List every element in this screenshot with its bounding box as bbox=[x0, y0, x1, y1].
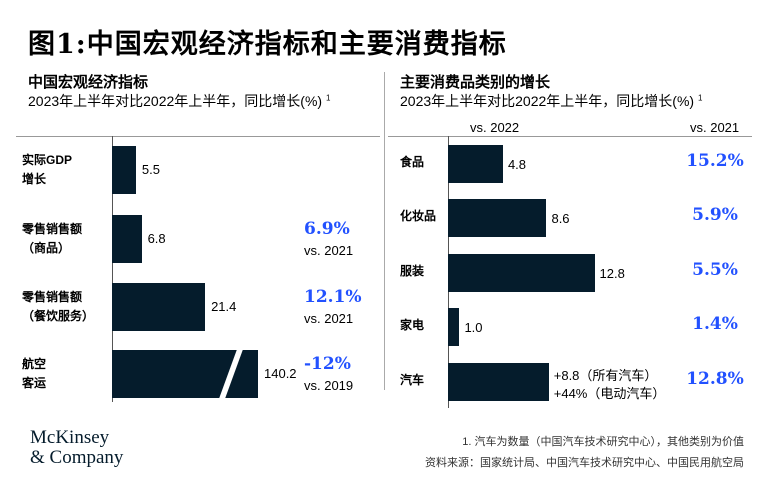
vs-2021-value: 5.9% bbox=[692, 205, 738, 225]
page-title: 图1:中国宏观经济指标和主要消费指标 bbox=[28, 29, 507, 60]
value-label: 140.2 bbox=[264, 366, 297, 381]
value-label: 1.0 bbox=[464, 320, 483, 335]
vs-2021-value: 12.8% bbox=[686, 369, 744, 389]
vs-2021-value: 1.4% bbox=[692, 314, 738, 334]
comparison-value: 12.1% bbox=[304, 287, 362, 307]
panel-divider bbox=[384, 72, 385, 390]
left-axis bbox=[112, 136, 113, 402]
value-label: 5.5 bbox=[141, 162, 160, 177]
left-header-rule bbox=[16, 136, 380, 137]
comparison-label: vs. 2021 bbox=[304, 243, 354, 258]
bar bbox=[112, 146, 136, 194]
bar bbox=[448, 145, 503, 183]
left-panel-title: 中国宏观经济指标 bbox=[28, 74, 149, 91]
footnote-marker: 1 bbox=[697, 93, 703, 103]
vs-2021-value: 15.2% bbox=[686, 151, 744, 171]
value-label: 12.8 bbox=[599, 266, 625, 281]
value-label: 4.8 bbox=[507, 157, 527, 172]
category-label: 增长 bbox=[22, 172, 47, 186]
comparison-label: vs. 2019 bbox=[304, 378, 354, 393]
bar bbox=[112, 283, 206, 331]
bar bbox=[112, 215, 142, 263]
bar bbox=[448, 363, 549, 401]
value-label: 8.6 bbox=[551, 211, 570, 226]
right-header-rule bbox=[388, 136, 752, 137]
category-label: 零售销售额 bbox=[22, 290, 83, 304]
comparison-value: -12% bbox=[304, 354, 351, 374]
footnote-marker: 1 bbox=[325, 93, 331, 103]
bar bbox=[448, 308, 460, 346]
right-panel-subtitle: 2023年上半年对比2022年上半年，同比增长(%) 1 bbox=[400, 91, 702, 111]
bar bbox=[448, 254, 595, 292]
category-label: 汽车 bbox=[400, 373, 425, 387]
footnote: 1. 汽车为数量（中国汽车技术研究中心），其他类别为价值 bbox=[462, 436, 744, 448]
logo-line: McKinsey bbox=[30, 427, 110, 448]
column-header-vs-2022: vs. 2022 bbox=[470, 120, 520, 135]
value-label: +8.8（所有汽车） bbox=[553, 368, 658, 383]
mckinsey-logo: McKinsey & Company bbox=[30, 428, 123, 468]
source-note: 资料来源：国家统计局、中国汽车技术研究中心、中国民用航空局 bbox=[425, 457, 744, 469]
category-label: 零售销售额 bbox=[22, 222, 83, 236]
column-header-vs-2021: vs. 2021 bbox=[690, 120, 740, 135]
value-label: 6.8 bbox=[147, 231, 166, 246]
subtitle-text: 2023年上半年对比2022年上半年，同比增长(%) bbox=[400, 93, 695, 109]
category-label: 服装 bbox=[400, 264, 425, 278]
comparison-label: vs. 2021 bbox=[304, 311, 354, 326]
logo-line: & Company bbox=[30, 447, 124, 468]
category-label: 家电 bbox=[400, 318, 425, 332]
category-label: 实际GDP bbox=[22, 153, 73, 167]
bar bbox=[448, 199, 547, 237]
value-label: 21.4 bbox=[211, 299, 237, 314]
vs-2021-value: 5.5% bbox=[692, 260, 738, 280]
value-label: +44%（电动汽车） bbox=[553, 386, 666, 401]
category-label: 食品 bbox=[400, 155, 425, 169]
category-label: 化妆品 bbox=[400, 209, 437, 223]
left-panel-subtitle: 2023年上半年对比2022年上半年，同比增长(%) 1 bbox=[28, 91, 330, 111]
comparison-value: 6.9% bbox=[304, 219, 350, 239]
category-label: （餐饮服务） bbox=[22, 309, 95, 323]
right-panel-title: 主要消费品类别的增长 bbox=[400, 74, 551, 91]
category-label: 客运 bbox=[22, 376, 47, 390]
subtitle-text: 2023年上半年对比2022年上半年，同比增长(%) bbox=[28, 93, 323, 109]
category-label: （商品） bbox=[22, 241, 71, 255]
category-label: 航空 bbox=[22, 357, 47, 371]
